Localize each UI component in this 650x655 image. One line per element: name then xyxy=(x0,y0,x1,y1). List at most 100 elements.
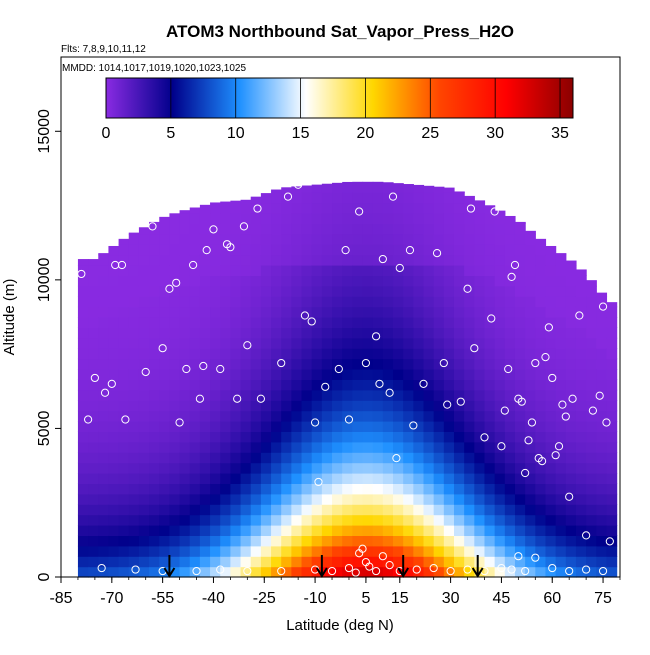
heatmap-cell xyxy=(169,306,181,318)
heatmap-cell xyxy=(535,244,547,256)
heatmap-cell xyxy=(535,306,547,318)
heatmap-cell xyxy=(301,379,313,391)
heatmap-cell xyxy=(149,462,160,474)
heatmap-cell xyxy=(443,202,455,214)
heatmap-cell xyxy=(77,327,89,339)
heatmap-cell xyxy=(575,358,587,370)
sample-point xyxy=(277,358,286,368)
heatmap-cell xyxy=(149,358,160,370)
sample-point xyxy=(595,391,604,400)
heatmap-cell xyxy=(250,233,262,245)
heatmap-cell xyxy=(586,431,597,443)
heatmap-cell xyxy=(586,504,597,516)
heatmap-cell xyxy=(291,421,303,432)
heatmap-cell xyxy=(271,369,282,380)
heatmap-cell xyxy=(494,210,506,214)
heatmap-cell xyxy=(199,348,211,360)
heatmap-cell xyxy=(453,493,465,505)
heatmap-cell xyxy=(149,265,160,276)
heatmap-cell xyxy=(128,232,140,235)
heatmap-cell xyxy=(169,410,181,422)
heatmap-cell xyxy=(433,213,445,224)
heatmap-cell xyxy=(230,348,242,360)
sample-point xyxy=(524,436,533,445)
heatmap-cell xyxy=(423,275,435,287)
heatmap-cell xyxy=(504,525,516,536)
heatmap-cell xyxy=(494,233,506,245)
heatmap-cell xyxy=(260,358,272,370)
heatmap-cell xyxy=(413,431,425,443)
heatmap-cell xyxy=(555,473,567,484)
heatmap-cell xyxy=(179,462,191,474)
heatmap-cell xyxy=(423,358,435,370)
heatmap-cell xyxy=(210,296,221,308)
heatmap-cell xyxy=(291,358,303,370)
heatmap-cell xyxy=(291,556,303,568)
heatmap-cell xyxy=(240,441,252,453)
heatmap-cell xyxy=(98,566,110,578)
sample-point xyxy=(500,406,509,415)
heatmap-cell xyxy=(271,431,282,443)
heatmap-cell xyxy=(525,535,536,547)
sample-point xyxy=(90,373,99,383)
heatmap-cell xyxy=(362,545,374,557)
heatmap-cell xyxy=(484,556,496,568)
heatmap-cell xyxy=(484,213,496,224)
heatmap-cell xyxy=(474,410,486,422)
heatmap-cell xyxy=(464,195,475,204)
heatmap-cell xyxy=(98,462,110,474)
heatmap-cell xyxy=(88,285,99,297)
heatmap-cell xyxy=(545,254,557,266)
heatmap-cell xyxy=(250,514,262,526)
flight-arrows xyxy=(163,555,484,578)
heatmap-cell xyxy=(413,244,425,256)
heatmap-cell xyxy=(108,504,120,516)
heatmap-cell xyxy=(565,452,577,464)
heatmap-cell xyxy=(423,317,435,328)
heatmap-cell xyxy=(433,504,445,516)
heatmap-cell xyxy=(525,452,536,464)
heatmap-cell xyxy=(504,535,516,547)
heatmap-cell xyxy=(321,514,333,526)
heatmap-cell xyxy=(372,535,384,547)
heatmap-cell xyxy=(77,545,89,557)
heatmap-cell xyxy=(291,306,303,318)
heatmap-cell xyxy=(281,192,292,204)
heatmap-cell xyxy=(179,244,191,256)
heatmap-cell xyxy=(413,213,425,224)
heatmap-cell xyxy=(321,441,333,453)
heatmap-cell xyxy=(575,452,587,464)
heatmap-cell xyxy=(342,265,353,276)
heatmap-cell xyxy=(250,441,262,453)
heatmap-cell xyxy=(362,192,374,204)
heatmap-cell xyxy=(352,473,364,484)
heatmap-cell xyxy=(98,525,110,536)
heatmap-cell xyxy=(179,514,191,526)
heatmap-cell xyxy=(413,265,425,276)
heatmap-cell xyxy=(332,400,343,412)
heatmap-cell xyxy=(525,462,536,474)
heatmap-cell xyxy=(484,244,496,256)
heatmap-cell xyxy=(555,327,567,339)
heatmap-cell xyxy=(118,441,130,453)
heatmap-cell xyxy=(118,525,130,536)
heatmap-cell xyxy=(352,462,364,474)
heatmap-cell xyxy=(260,473,272,484)
heatmap-cell xyxy=(575,269,587,276)
heatmap-cell xyxy=(138,556,150,568)
heatmap-cell xyxy=(149,421,160,432)
heatmap-cell xyxy=(149,254,160,266)
heatmap-cell xyxy=(77,556,89,568)
heatmap-cell xyxy=(77,296,89,308)
heatmap-cell xyxy=(484,379,496,391)
heatmap-cell xyxy=(372,473,384,484)
heatmap-cell xyxy=(260,213,272,224)
heatmap-cell xyxy=(504,369,516,380)
heatmap-cell xyxy=(352,317,364,328)
heatmap-cell xyxy=(271,306,282,318)
heatmap-cell xyxy=(474,535,486,547)
heatmap-cell xyxy=(504,441,516,453)
heatmap-cell xyxy=(382,483,394,495)
heatmap-cell xyxy=(596,306,608,318)
